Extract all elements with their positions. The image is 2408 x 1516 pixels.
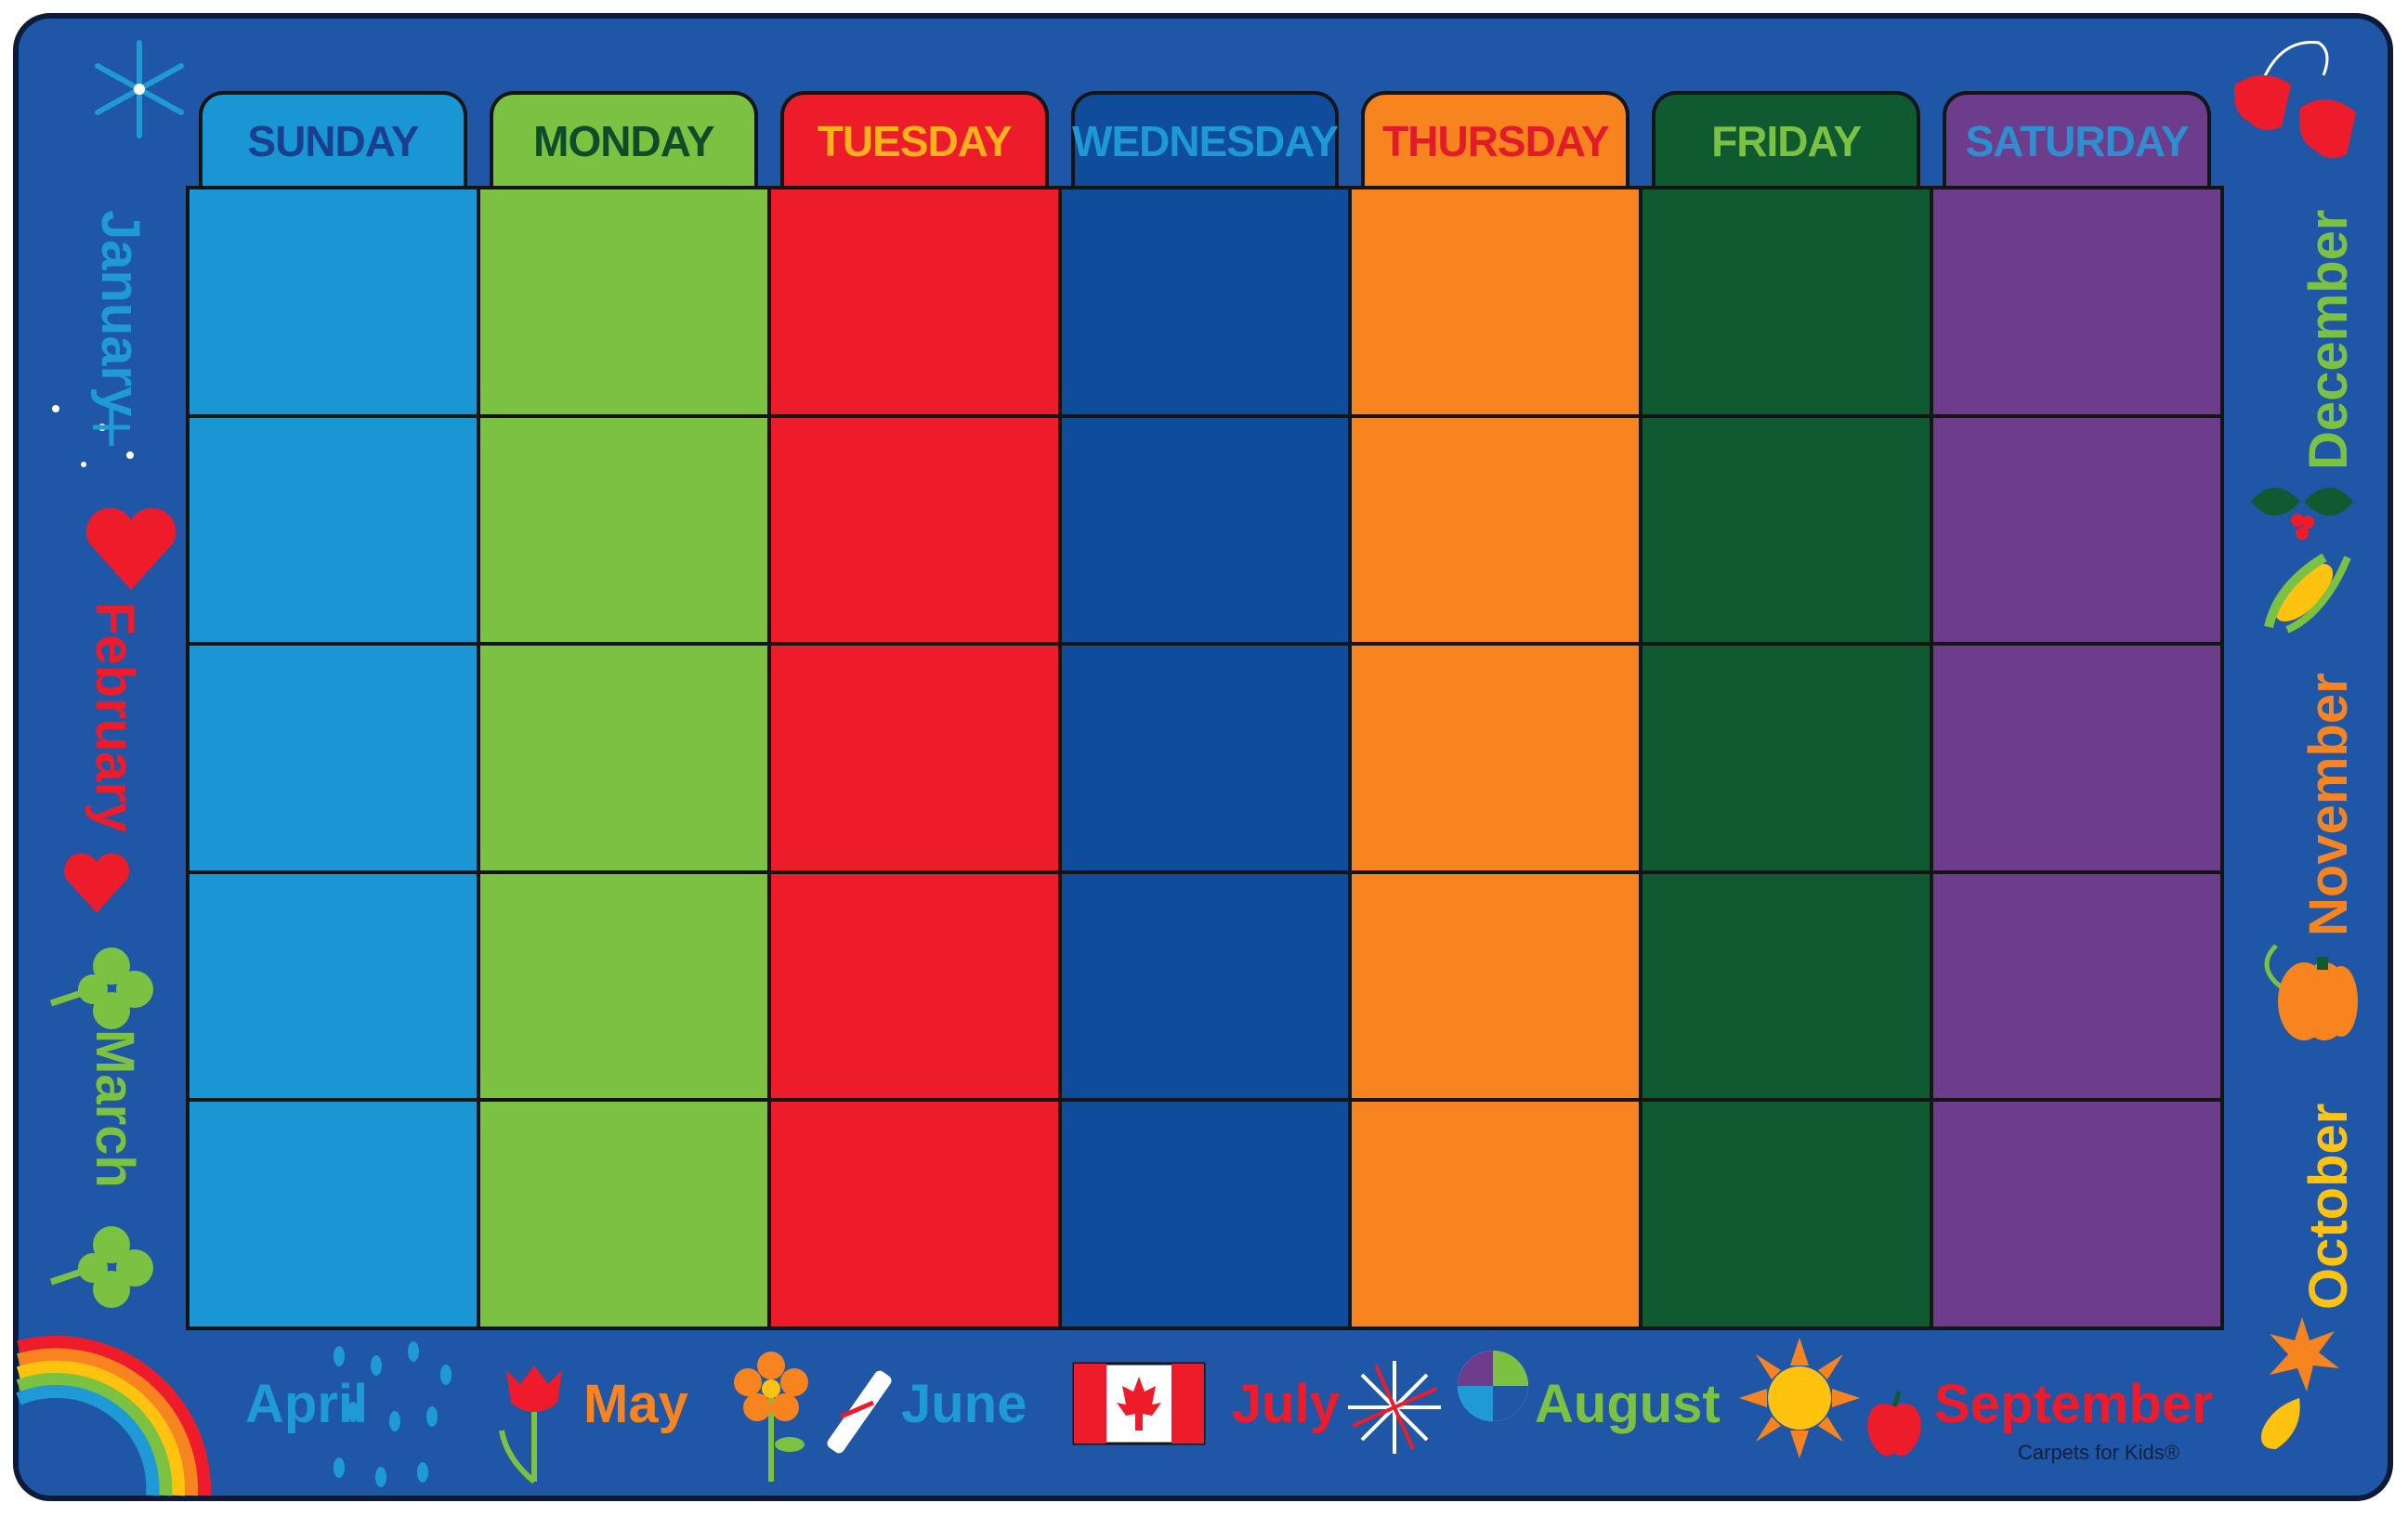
day-cell [769, 644, 1060, 872]
day-column-saturday [1931, 188, 2222, 1328]
day-cell [188, 188, 478, 416]
pumpkin-icon [2264, 944, 2358, 1040]
day-cell [1060, 872, 1351, 1101]
grid-horizontal-line [186, 1098, 2224, 1103]
day-column-friday [1641, 188, 1932, 1328]
day-cell [1641, 416, 1931, 645]
grid-horizontal-line [186, 642, 2224, 647]
day-cell [188, 416, 478, 645]
grid-vertical-line [1348, 188, 1353, 1328]
canada-flag-icon [1072, 1362, 1206, 1445]
snowflake-icon [95, 40, 184, 138]
flower-icon [734, 1352, 808, 1482]
month-july: July [1232, 1374, 1341, 1434]
day-cell [769, 1100, 1060, 1328]
grid-horizontal-line [186, 1326, 2224, 1330]
day-cell [1060, 644, 1351, 872]
month-december: December [2298, 209, 2359, 470]
day-cell [1350, 872, 1641, 1101]
day-cell [1060, 416, 1351, 645]
brand-label: Carpets for Kids® [2018, 1441, 2179, 1464]
day-cell [1350, 188, 1641, 416]
month-september: September [1934, 1374, 2213, 1434]
raindrops-icon [334, 1341, 452, 1487]
day-cell [188, 1100, 478, 1328]
day-cell [478, 872, 769, 1101]
month-may: May [583, 1374, 688, 1434]
day-tab-saturday: SATURDAY [1943, 91, 2211, 188]
firework-icon [1348, 1361, 1441, 1454]
day-cell [769, 872, 1060, 1101]
day-column-monday [478, 188, 769, 1328]
day-column-sunday [188, 188, 478, 1328]
day-cell [478, 644, 769, 872]
month-february: February [85, 602, 145, 833]
day-cell [1641, 872, 1931, 1101]
day-cell [478, 416, 769, 645]
day-cell [1350, 1100, 1641, 1328]
grid-vertical-line [1057, 188, 1062, 1328]
day-cell [1931, 872, 2222, 1101]
grid-vertical-line [2220, 188, 2224, 1328]
grid-vertical-line [186, 188, 190, 1328]
holly-icon [2251, 488, 2353, 540]
month-march: March [85, 1029, 145, 1188]
day-cell [1931, 416, 2222, 645]
day-cell [769, 188, 1060, 416]
apple-icon [1867, 1391, 1921, 1457]
grid-vertical-line [476, 188, 480, 1328]
corn-icon [2264, 553, 2351, 634]
day-cell [1350, 416, 1641, 645]
diploma-icon [827, 1370, 892, 1454]
day-tab-tuesday: TUESDAY [779, 91, 1049, 188]
beach-ball-icon [1458, 1351, 1528, 1421]
day-tab-wednesday: WEDNESDAY [1070, 91, 1340, 188]
heart-icon [63, 853, 130, 913]
day-tab-sunday: SUNDAY [199, 91, 467, 188]
day-cell [1060, 188, 1351, 416]
day-column-tuesday [768, 188, 1060, 1328]
heart-icon [85, 507, 177, 590]
day-cell [1931, 1100, 2222, 1328]
grid-horizontal-line [186, 186, 2224, 190]
day-tab-thursday: THURSDAY [1361, 91, 1630, 188]
day-tab-friday: FRIDAY [1652, 91, 1921, 188]
month-june: June [901, 1374, 1027, 1434]
day-cell [1931, 188, 2222, 416]
day-cell [188, 872, 478, 1101]
day-cell [1350, 644, 1641, 872]
grid-horizontal-line [186, 413, 2224, 418]
sun-icon [1739, 1338, 1860, 1458]
grid-horizontal-line [186, 869, 2224, 874]
day-column-wednesday [1059, 188, 1351, 1328]
month-november: November [2298, 673, 2359, 936]
month-january: January [90, 210, 150, 417]
day-cell [1641, 644, 1931, 872]
leaf-icon [2261, 1398, 2300, 1449]
leaf-icon [2270, 1317, 2339, 1392]
rainbow-icon [16, 1335, 212, 1496]
month-october: October [2298, 1103, 2359, 1310]
grid-vertical-line [766, 188, 771, 1328]
day-column-thursday [1350, 188, 1642, 1328]
tulip-icon [499, 1366, 562, 1484]
shamrock-icon [49, 948, 153, 1029]
snowflake-icon [52, 405, 134, 467]
day-cell [1060, 1100, 1351, 1328]
day-cell [769, 416, 1060, 645]
day-cell [478, 1100, 769, 1328]
grid-vertical-line [1930, 188, 1934, 1328]
day-cell [478, 188, 769, 416]
day-cell [1931, 644, 2222, 872]
grid-vertical-line [1639, 188, 1643, 1328]
month-august: August [1535, 1374, 1721, 1434]
day-tab-monday: MONDAY [489, 91, 758, 188]
day-cell [1641, 188, 1931, 416]
mittens-icon [2234, 41, 2356, 158]
day-cell [188, 644, 478, 872]
month-april: April [245, 1374, 369, 1434]
shamrock-icon [49, 1226, 153, 1308]
day-cell [1641, 1100, 1931, 1328]
